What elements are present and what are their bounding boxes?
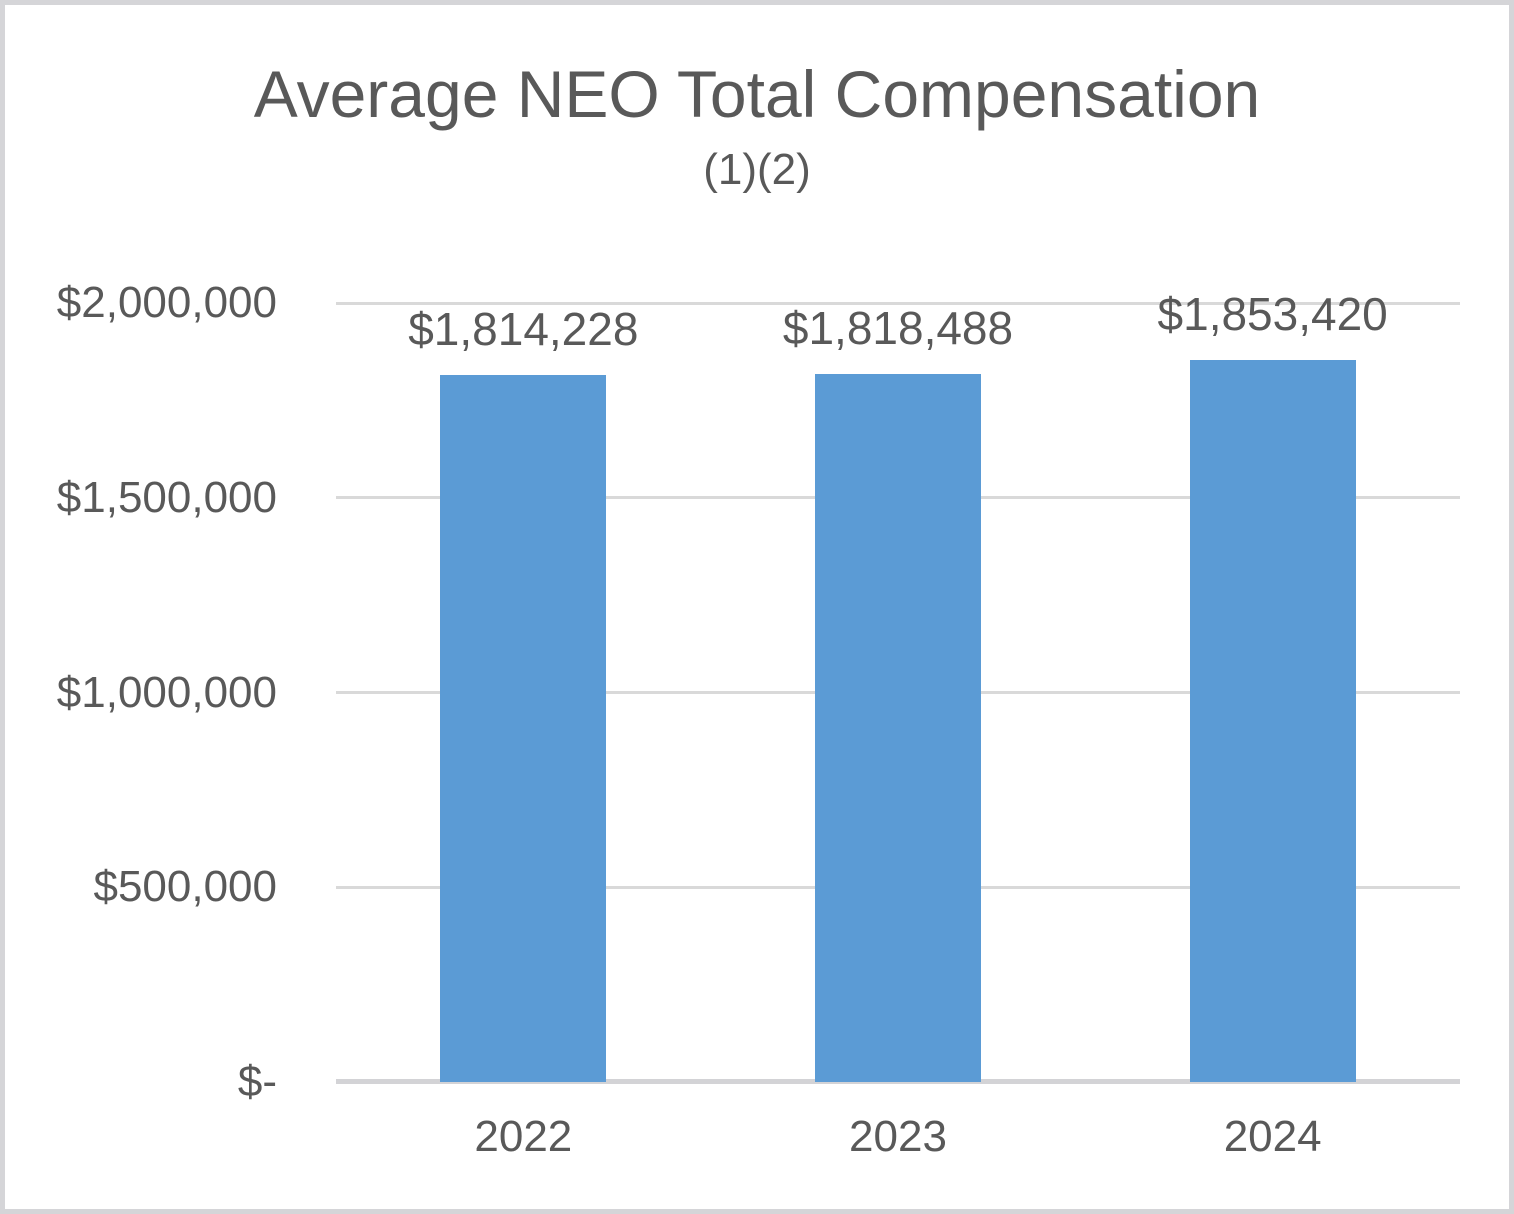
y-axis-tick-label: $1,500,000 <box>56 472 277 522</box>
y-axis-tick-label: $500,000 <box>93 862 277 912</box>
plot-area: $1,814,228 $1,818,488 $1,853,420 <box>336 288 1460 1084</box>
data-label-2023: $1,818,488 <box>782 301 1014 354</box>
y-axis: $2,000,000 $1,500,000 $1,000,000 $500,000 $- <box>0 0 277 1214</box>
gridline <box>336 301 1460 305</box>
chart-subtitle: (1)(2) <box>703 145 811 194</box>
x-axis-tick-label-2022: 2022 <box>474 1112 573 1161</box>
y-axis-tick-label: $- <box>237 1057 277 1106</box>
y-axis-tick-label: $1,000,000 <box>56 667 277 717</box>
bar-2023 <box>815 373 981 1082</box>
x-axis-tick-label-2024: 2024 <box>1223 1112 1322 1161</box>
y-axis-tick-label: $2,000,000 <box>56 278 277 327</box>
chart-title: Average NEO Total Compensation <box>253 57 1261 131</box>
data-label-2022: $1,814,228 <box>408 303 639 356</box>
bar-2024 <box>1189 360 1356 1082</box>
bar-2022 <box>440 375 607 1082</box>
x-axis: 2022 2023 2024 <box>0 1112 1514 1172</box>
x-axis-tick-label-2023: 2023 <box>849 1112 947 1161</box>
data-label-2024: $1,853,420 <box>1157 288 1388 341</box>
